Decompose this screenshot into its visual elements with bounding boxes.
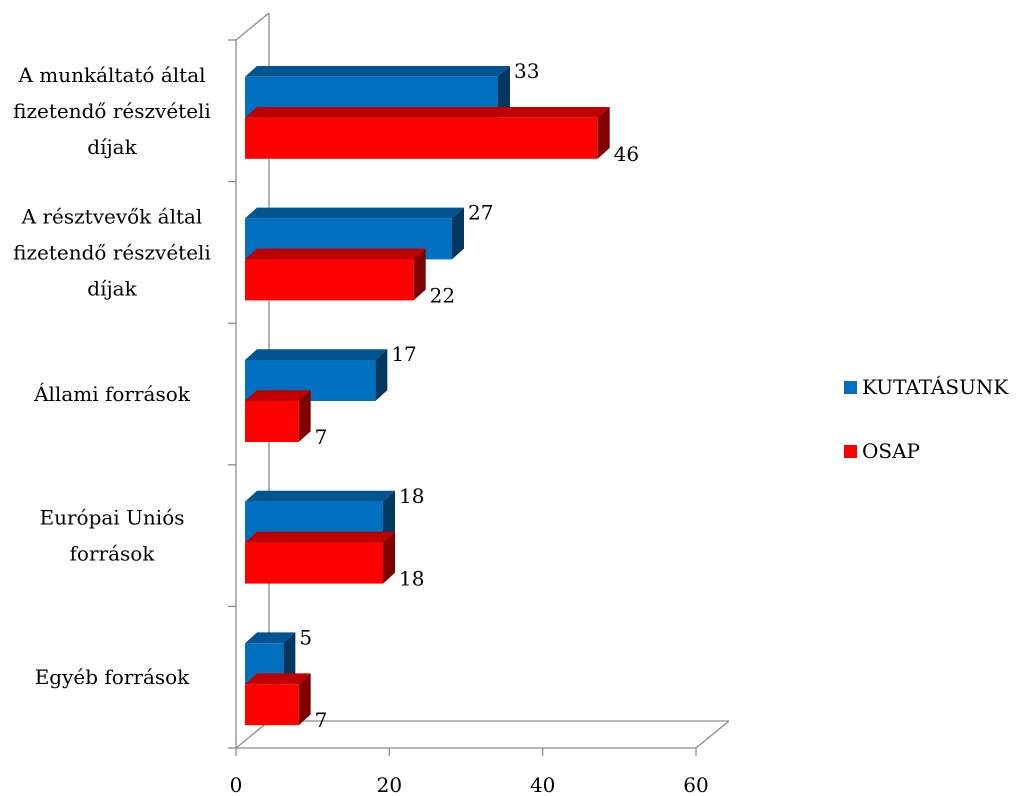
bar-top-face <box>245 248 426 260</box>
legend-label: OSAP <box>862 439 920 463</box>
legend-swatch <box>844 381 857 394</box>
x-tick-label: 60 <box>683 773 708 796</box>
data-label: 7 <box>315 708 328 732</box>
bar-side-face <box>298 673 311 726</box>
bar-front-face <box>245 684 299 726</box>
category-label: Állami források <box>33 382 191 406</box>
data-label: 33 <box>514 59 539 83</box>
bar-top-face <box>245 390 311 401</box>
bar-side-face <box>452 207 464 260</box>
bar-top-face <box>245 673 311 685</box>
bar-front-face <box>245 401 299 442</box>
bar-top-face <box>245 207 464 219</box>
bar <box>245 248 426 301</box>
bar-side-face <box>498 66 510 118</box>
category-label: Egyéb források <box>35 665 190 689</box>
bar-top-face <box>245 66 510 77</box>
bar-front-face <box>245 117 598 159</box>
data-label: 17 <box>391 342 416 366</box>
bar-side-face <box>283 632 296 685</box>
bar <box>245 390 311 442</box>
data-label: 18 <box>399 567 424 591</box>
floor-left-edge <box>235 720 270 749</box>
bar-top-face <box>245 349 388 360</box>
bar-front-face <box>245 259 414 301</box>
bar-side-face <box>383 490 395 543</box>
bar <box>245 107 610 159</box>
category-label: Európai Uniós források <box>40 506 185 566</box>
bar-top-face <box>245 531 395 543</box>
floor-right-edge <box>695 720 730 749</box>
bar-side-face <box>413 248 426 301</box>
x-tick-label: 0 <box>230 773 243 796</box>
data-label: 5 <box>299 625 312 649</box>
bar <box>245 673 311 726</box>
bar-side-face <box>597 107 610 159</box>
data-label: 22 <box>430 283 455 307</box>
wall-top-edge <box>235 12 270 41</box>
category-label: A résztvevők által fizetendő részvételi dí… <box>13 204 211 300</box>
legend: KUTATÁSUNK OSAP <box>844 375 1009 463</box>
x-tick-labels: 0 20 40 60 <box>230 773 709 796</box>
x-tick-label: 40 <box>530 773 555 796</box>
bar-top-face <box>245 107 610 118</box>
data-label: 27 <box>468 201 493 225</box>
category-labels: A munkáltató által fizetendő részvételi dí… <box>13 63 211 689</box>
data-label: 18 <box>399 484 424 508</box>
category-label: A munkáltató által fizetendő részvételi dí… <box>13 63 211 159</box>
data-label: 7 <box>315 425 328 449</box>
x-tick-label: 20 <box>377 773 402 796</box>
bar <box>245 531 395 584</box>
bar-side-face <box>298 390 311 442</box>
data-label: 46 <box>614 142 639 166</box>
bar-top-face <box>245 490 395 502</box>
bar-side-face <box>375 349 388 401</box>
bars: 33 46 27 22 17 7 18 18 5 7 <box>245 59 639 732</box>
bar-top-face <box>245 632 296 644</box>
legend-swatch <box>844 445 857 458</box>
legend-label: KUTATÁSUNK <box>862 375 1009 399</box>
bar-side-face <box>383 531 395 584</box>
bar-front-face <box>245 542 383 584</box>
